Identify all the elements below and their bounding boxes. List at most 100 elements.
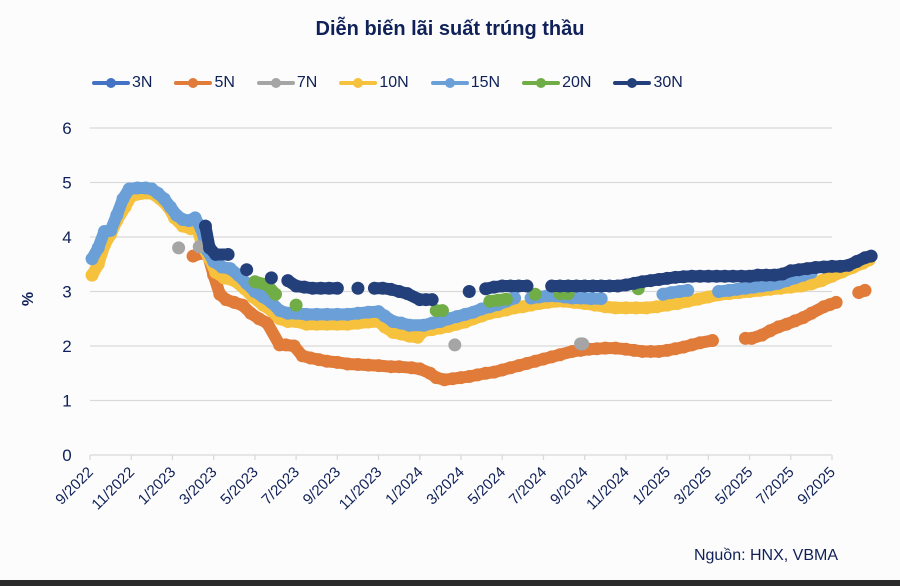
data-point-15N xyxy=(341,307,355,321)
data-point-5N xyxy=(804,306,818,320)
data-point-30N xyxy=(864,249,878,263)
y-tick-label: 4 xyxy=(62,228,71,247)
data-marks xyxy=(85,181,878,387)
legend-label: 5N xyxy=(214,74,235,91)
legend-item-7N: 7N xyxy=(256,72,317,94)
legend-marker-icon xyxy=(174,72,213,94)
data-point-5N xyxy=(287,339,301,353)
data-point-5N xyxy=(693,336,707,350)
data-point-5N xyxy=(330,355,344,369)
data-point-5N xyxy=(341,357,355,371)
data-point-10N xyxy=(619,301,633,315)
data-point-10N xyxy=(660,298,674,312)
data-point-10N xyxy=(320,317,334,331)
x-tick-label: 11/2023 xyxy=(336,464,386,514)
x-tick-label: 1/2024 xyxy=(382,464,426,508)
data-point-10N xyxy=(640,301,653,315)
y-tick-label: 0 xyxy=(62,446,71,465)
series-20N xyxy=(248,275,645,318)
series-5N xyxy=(186,246,872,387)
data-point-15N xyxy=(402,318,416,332)
data-point-15N xyxy=(91,241,105,255)
data-point-30N xyxy=(462,285,476,298)
series-10N xyxy=(85,186,876,344)
data-point-30N xyxy=(264,271,278,285)
data-point-5N xyxy=(320,354,334,368)
legend-marker-icon xyxy=(430,72,469,94)
data-point-15N xyxy=(116,192,130,206)
legend-item-10N: 10N xyxy=(339,72,409,94)
data-point-30N xyxy=(221,247,235,261)
data-point-15N xyxy=(584,292,598,306)
data-point-15N xyxy=(712,285,726,298)
data-point-15N xyxy=(299,307,313,321)
data-point-10N xyxy=(629,301,643,315)
legend-item-15N: 15N xyxy=(430,72,501,94)
data-point-30N xyxy=(209,247,223,261)
legend-item-20N: 20N xyxy=(522,72,591,94)
data-point-5N xyxy=(361,358,375,372)
y-axis-label: % xyxy=(20,292,37,306)
data-point-15N xyxy=(188,211,202,225)
y-tick-labels: 0 1 2 3 4 5 6 xyxy=(62,119,71,465)
y-tick-label: 2 xyxy=(62,337,71,356)
legend-label: 20N xyxy=(562,74,592,91)
data-point-10N xyxy=(299,317,313,331)
data-point-15N xyxy=(85,252,99,266)
data-point-5N xyxy=(392,360,406,374)
data-point-7N xyxy=(172,241,186,255)
data-point-15N xyxy=(681,283,695,297)
data-point-5N xyxy=(598,341,612,355)
y-tick-label: 5 xyxy=(62,174,71,193)
data-point-30N xyxy=(330,281,344,295)
data-point-15N xyxy=(351,306,365,320)
data-point-20N xyxy=(435,304,449,318)
x-tick-label: 9/2025 xyxy=(794,464,838,508)
data-point-30N xyxy=(400,287,414,301)
data-point-10N xyxy=(670,296,684,310)
x-tick-label: 7/2024 xyxy=(506,464,550,508)
legend-item-30N: 30N xyxy=(613,72,683,94)
data-point-10N xyxy=(217,271,231,285)
data-point-7N xyxy=(576,337,590,351)
data-point-30N xyxy=(198,219,212,233)
data-point-15N xyxy=(104,223,118,237)
legend-label: 10N xyxy=(379,74,409,91)
data-point-10N xyxy=(85,268,99,282)
x-tick-label: 3/2025 xyxy=(671,464,715,508)
x-tick-label: 11/2022 xyxy=(88,464,138,514)
data-point-10N xyxy=(310,317,324,331)
data-point-10N xyxy=(609,301,623,315)
x-tick-label: 1/2023 xyxy=(135,464,179,508)
x-tick-labels: 9/202211/20221/20233/20235/20237/20239/2… xyxy=(52,455,839,514)
data-point-5N xyxy=(858,283,872,297)
data-point-10N xyxy=(681,294,695,308)
data-point-10N xyxy=(650,300,664,314)
data-point-5N xyxy=(351,358,365,372)
data-point-30N xyxy=(351,281,365,295)
data-point-10N xyxy=(815,274,829,288)
legend-label: 3N xyxy=(132,74,153,91)
x-tick-label: 7/2025 xyxy=(753,464,797,508)
data-point-20N xyxy=(248,275,262,289)
data-point-20N xyxy=(289,298,303,312)
data-point-15N xyxy=(594,292,608,306)
data-point-10N xyxy=(351,316,365,330)
legend-marker-icon xyxy=(256,72,295,94)
data-point-5N xyxy=(236,298,250,312)
data-point-5N xyxy=(413,362,427,376)
chart-legend: 3N 5N 7N 10N 15N 20N 30N xyxy=(92,72,705,94)
legend-label: 15N xyxy=(470,74,501,91)
data-point-10N xyxy=(330,317,344,331)
series-30N xyxy=(198,219,878,307)
data-point-5N xyxy=(260,316,274,330)
data-point-10N xyxy=(825,269,839,283)
legend-marker-icon xyxy=(339,72,378,94)
data-point-20N xyxy=(269,287,282,301)
y-tick-label: 6 xyxy=(62,119,71,138)
legend-marker-icon xyxy=(92,72,130,94)
x-tick-label: 11/2024 xyxy=(583,464,633,514)
series-7N xyxy=(172,240,590,352)
data-point-10N xyxy=(341,317,355,331)
